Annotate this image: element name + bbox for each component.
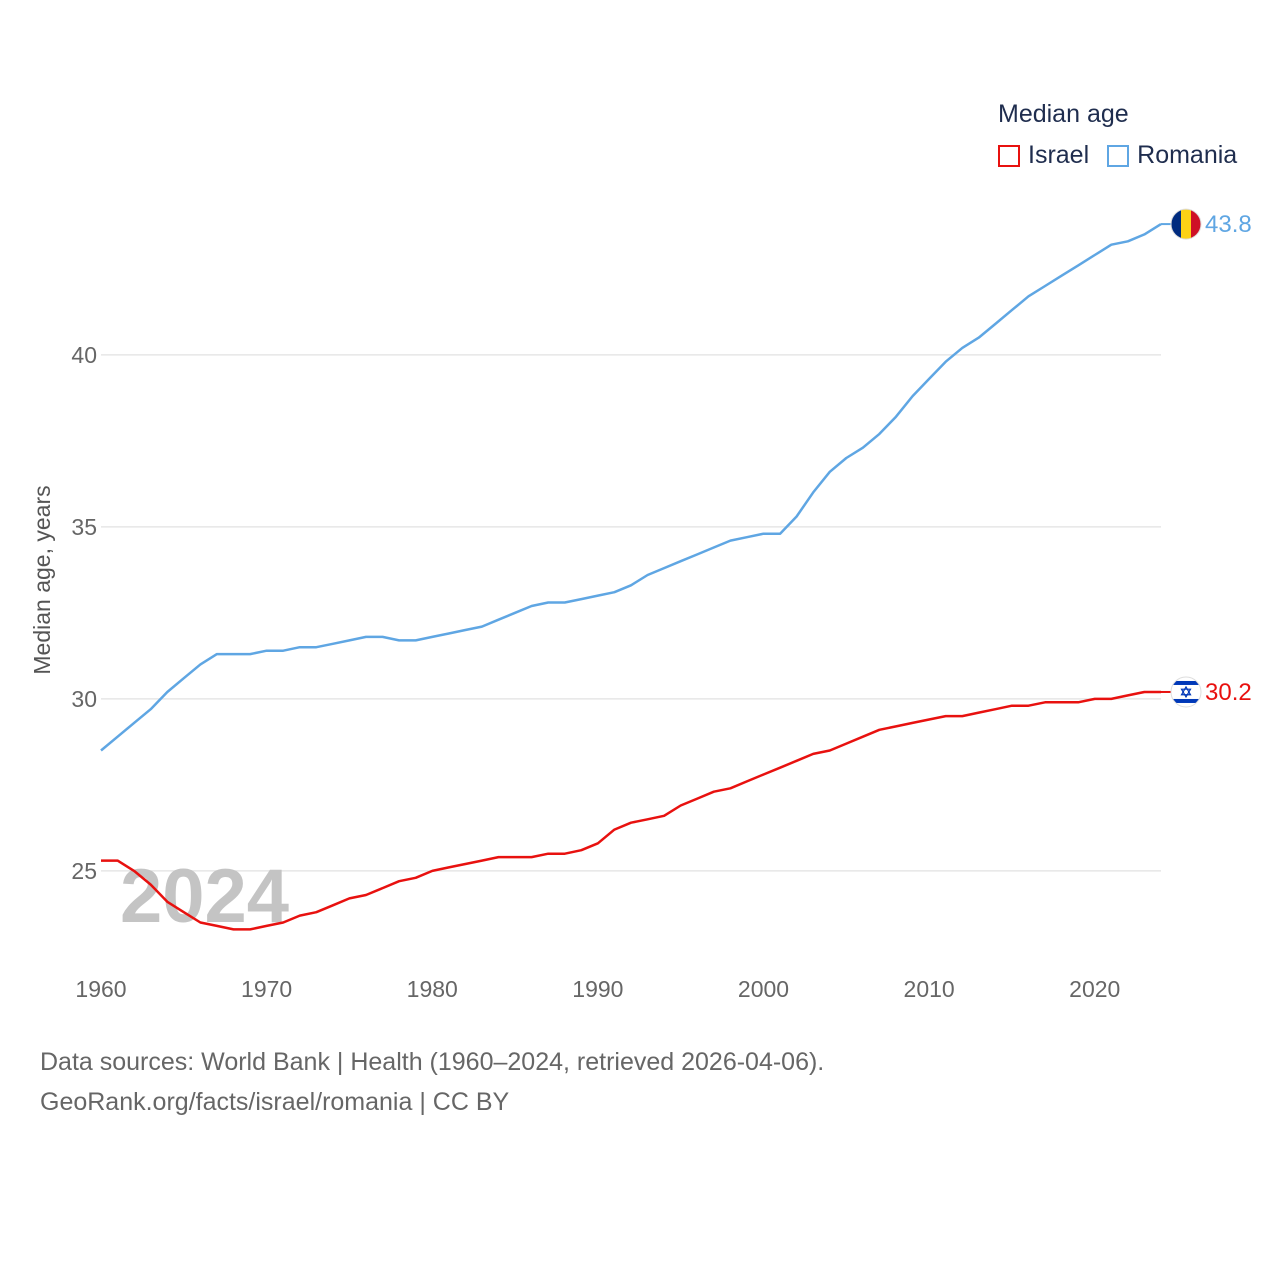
y-axis-ticks: 25 30 35 40 xyxy=(71,342,97,884)
x-tick-label-1980: 1980 xyxy=(407,976,458,1002)
x-tick-label-1960: 1960 xyxy=(75,976,126,1002)
year-watermark: 2024 xyxy=(120,854,289,939)
legend-label-romania: Romania xyxy=(1137,141,1238,169)
legend-swatch-israel xyxy=(998,144,1020,167)
y-tick-label-30: 30 xyxy=(71,686,97,712)
legend-item-israel[interactable]: Israel xyxy=(998,141,1089,170)
source-line-1: Data sources: World Bank | Health (1960–… xyxy=(40,1048,825,1076)
series-line-romania xyxy=(100,223,1162,752)
y-tick-label-40: 40 xyxy=(71,342,97,368)
x-tick-label-1970: 1970 xyxy=(241,976,292,1002)
source-note: Data sources: World Bank | Health (1960–… xyxy=(40,1042,824,1122)
x-axis-ticks: 1960 1970 1980 1990 2000 2010 2020 xyxy=(75,976,1120,1002)
y-tick-label-35: 35 xyxy=(71,514,97,540)
y-axis-title: Median age, years xyxy=(29,485,55,674)
legend-swatch-romania xyxy=(1107,144,1130,167)
end-value-label-israel: 30.2 xyxy=(1205,679,1252,706)
flag-icon-romania xyxy=(1170,208,1202,240)
gridlines xyxy=(101,354,1161,872)
series-line-israel xyxy=(101,690,1161,931)
y-tick-label-25: 25 xyxy=(71,858,97,884)
legend: Median age Israel Romania xyxy=(998,100,1255,170)
x-tick-label-1990: 1990 xyxy=(572,976,623,1002)
legend-item-romania[interactable]: Romania xyxy=(1107,141,1237,170)
x-tick-label-2010: 2010 xyxy=(904,976,955,1002)
x-tick-label-2020: 2020 xyxy=(1069,976,1120,1002)
legend-title: Median age xyxy=(998,100,1129,128)
end-markers: 30.2 43.8 xyxy=(1161,208,1252,708)
series-lines xyxy=(100,223,1162,931)
end-value-label-romania: 43.8 xyxy=(1205,211,1252,238)
x-tick-label-2000: 2000 xyxy=(738,976,789,1002)
legend-label-israel: Israel xyxy=(1028,141,1090,169)
source-line-2[interactable]: GeoRank.org/facts/israel/romania | CC BY xyxy=(40,1088,510,1116)
flag-icon-israel xyxy=(1170,676,1202,708)
